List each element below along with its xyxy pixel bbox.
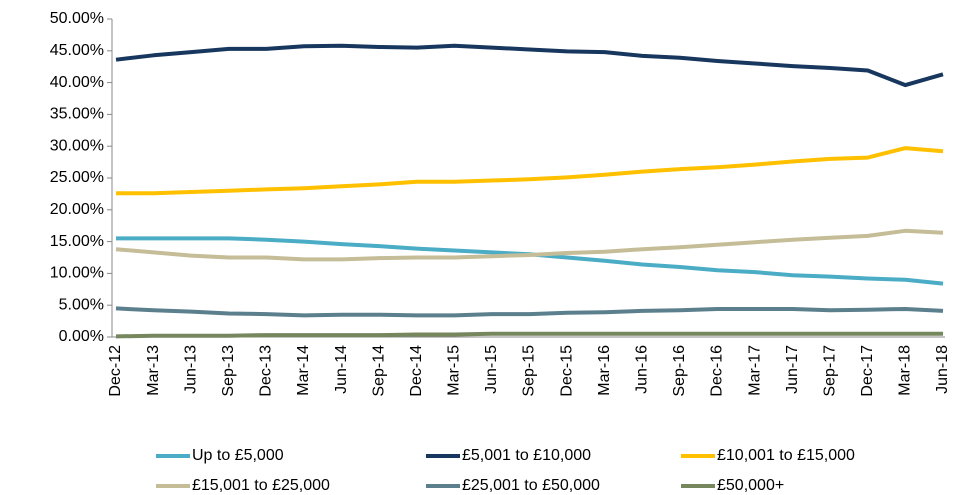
y-tick-label: 0.00% [59, 328, 104, 345]
x-tick-label: Dec-14 [408, 345, 425, 397]
series-line [116, 236, 944, 286]
series-line [115, 331, 943, 339]
y-tick-label: 15.00% [50, 233, 104, 250]
legend-label: £15,001 to £25,000 [192, 477, 330, 494]
x-tick-label: Sep-13 [220, 345, 237, 397]
x-tick-label: Mar-14 [295, 345, 312, 396]
x-tick-label: Mar-15 [446, 345, 463, 396]
y-tick-label: 20.00% [50, 201, 104, 218]
x-tick-label: Mar-18 [897, 345, 914, 396]
legend-label: £10,001 to £15,000 [717, 447, 855, 464]
x-tick-label: Sep-14 [370, 345, 387, 397]
x-tick-label: Jun-17 [784, 345, 801, 394]
series-line [115, 306, 944, 318]
x-tick-label: Mar-17 [746, 345, 763, 396]
legend-label: £50,000+ [717, 477, 784, 494]
x-tick-label: Jun-13 [182, 345, 199, 394]
x-tick-label: Sep-17 [821, 345, 838, 397]
legend-label: £25,001 to £50,000 [462, 477, 600, 494]
legend-label: Up to £5,000 [192, 447, 284, 464]
x-tick-label: Sep-16 [671, 345, 688, 397]
y-tick-label: 30.00% [50, 137, 104, 154]
y-tick-label: 5.00% [59, 296, 104, 313]
series-line [115, 43, 944, 88]
y-tick-label: 40.00% [50, 74, 104, 91]
x-tick-label: Dec-12 [107, 345, 124, 397]
x-tick-label: Mar-16 [596, 345, 613, 396]
x-tick-label: Sep-15 [521, 345, 538, 397]
legend-label: £5,001 to £10,000 [462, 447, 591, 464]
y-tick-label: 45.00% [50, 42, 104, 59]
x-tick-label: Jun-18 [934, 345, 951, 394]
y-tick-label: 10.00% [50, 265, 104, 282]
y-tick-label: 35.00% [50, 106, 104, 123]
x-tick-label: Dec-16 [709, 345, 726, 397]
x-tick-label: Dec-17 [859, 345, 876, 397]
x-tick-label: Jun-15 [483, 345, 500, 394]
x-tick-label: Mar-13 [145, 345, 162, 396]
x-tick-label: Jun-14 [333, 345, 350, 394]
y-tick-label: 50.00% [50, 10, 104, 27]
y-tick-label: 25.00% [50, 169, 104, 186]
series-line [116, 146, 944, 196]
series-line [115, 228, 944, 262]
x-tick-label: Dec-15 [558, 345, 575, 397]
x-tick-label: Jun-16 [633, 345, 650, 394]
x-tick-label: Dec-13 [258, 345, 275, 397]
